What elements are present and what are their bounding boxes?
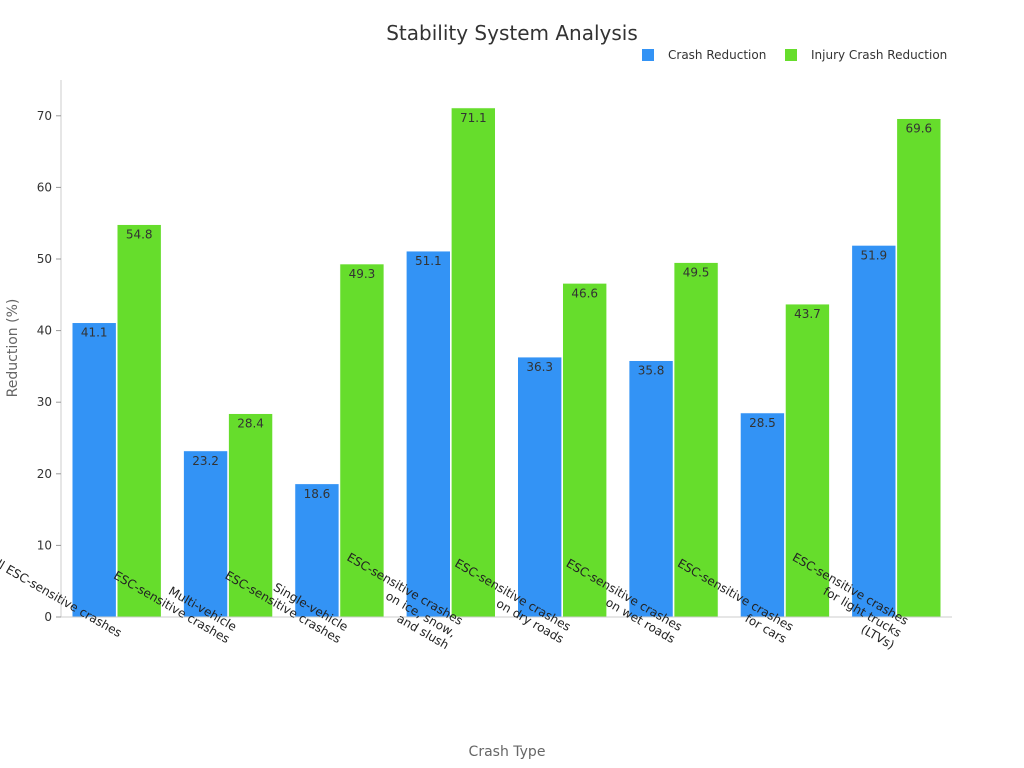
bar-crash-reduction[interactable] [628,360,674,618]
bar-injury-crash-reduction[interactable] [228,413,273,618]
bar-value-label: 51.9 [860,248,887,262]
bar-value-label: 54.8 [126,228,153,242]
legend: Crash Reduction Injury Crash Reduction [642,48,947,62]
bar-injury-crash-reduction[interactable] [896,118,942,618]
bar-value-label: 41.1 [81,326,108,340]
x-axis-title: Crash Type [469,744,546,760]
category-group: 51.1 71.1 [406,107,496,618]
category-group: 35.8 49.5 [628,262,719,618]
y-axis-title: Reduction (%) [5,299,21,398]
bar-crash-reduction[interactable] [740,412,785,618]
legend-swatch [785,49,797,61]
category-group: 51.9 69.6 [851,118,942,618]
legend-label: Crash Reduction [668,48,766,62]
bar-value-label: 18.6 [304,487,331,501]
y-tick-label: 60 [37,180,52,194]
y-tick-label: 20 [37,467,52,481]
y-tick-label: 30 [37,395,52,409]
bar-injury-crash-reduction[interactable] [116,224,162,618]
y-tick-label: 50 [37,252,52,266]
bar-value-label: 51.1 [415,254,442,268]
bar-value-label: 49.5 [683,266,710,280]
bars: 41.1 54.8 23.2 28.4 18.6 49.3 51.1 71.1 36.3 46.6… [71,107,942,618]
bar-crash-reduction[interactable] [71,322,117,618]
bar-value-label: 71.1 [460,111,487,125]
bar-injury-crash-reduction[interactable] [339,263,385,618]
y-axis: 0 10 20 30 40 50 60 70 [37,80,62,624]
bar-injury-crash-reduction[interactable] [451,107,496,618]
legend-swatch [642,49,654,61]
category-group: 28.5 43.7 [740,303,830,618]
category-group: 41.1 54.8 [71,224,162,618]
category-group: 23.2 28.4 [183,413,273,618]
bar-crash-reduction[interactable] [406,250,451,618]
bar-injury-crash-reduction[interactable] [562,283,607,618]
bar-value-label: 43.7 [794,307,821,321]
bar-crash-reduction[interactable] [851,245,897,618]
legend-item[interactable]: Injury Crash Reduction [785,48,947,62]
bar-value-label: 35.8 [638,364,665,378]
bar-crash-reduction[interactable] [517,356,562,618]
y-tick-label: 40 [37,324,52,338]
bar-value-label: 46.6 [571,286,598,300]
bar-value-label: 28.5 [749,416,776,430]
bar-value-label: 49.3 [349,267,376,281]
legend-label: Injury Crash Reduction [811,48,947,62]
bar-value-label: 23.2 [192,454,219,468]
y-tick-label: 10 [37,538,52,552]
bar-value-label: 69.6 [905,122,932,136]
y-tick-label: 0 [44,610,52,624]
bar-crash-reduction[interactable] [294,483,340,618]
y-tick-label: 70 [37,109,52,123]
legend-item[interactable]: Crash Reduction [642,48,766,62]
chart-title: Stability System Analysis [386,21,638,45]
bar-crash-reduction[interactable] [183,450,228,618]
bar-injury-crash-reduction[interactable] [673,262,719,618]
category-group: 36.3 46.6 [517,283,607,618]
bar-value-label: 36.3 [526,360,553,374]
bar-value-label: 28.4 [237,417,264,431]
bar-injury-crash-reduction[interactable] [785,303,830,618]
category-group: 18.6 49.3 [294,263,385,618]
